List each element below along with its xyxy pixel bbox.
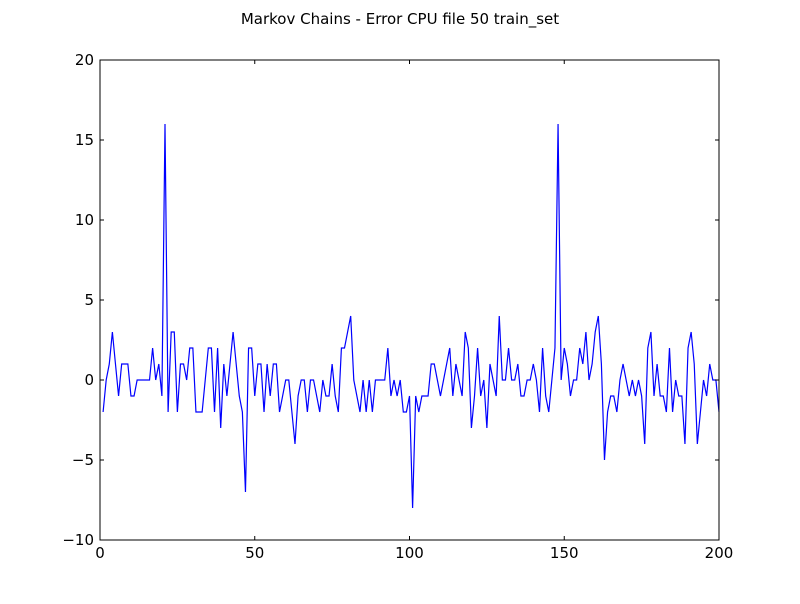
plot-frame — [99, 59, 720, 541]
x-tick-label: 0 — [95, 544, 105, 562]
chart-title: Markov Chains - Error CPU file 50 train_… — [241, 10, 559, 29]
series-line-0 — [102, 123, 720, 509]
x-tick-label: 100 — [395, 544, 424, 562]
x-tick-label: 150 — [550, 544, 579, 562]
x-tick-label: 200 — [705, 544, 734, 562]
y-tick-label: 0 — [84, 371, 94, 389]
plot-area — [102, 123, 720, 509]
y-tick-label: −10 — [62, 531, 94, 549]
y-tick-label: 15 — [75, 131, 94, 149]
y-tick-label: 20 — [75, 51, 94, 69]
y-tick-label: −5 — [72, 451, 94, 469]
y-tick-label: 10 — [75, 211, 94, 229]
axes: 0 50 100 150 200 −10 −5 0 5 10 15 20 — [62, 51, 733, 562]
x-tick-label: 50 — [245, 544, 264, 562]
y-tick-label: 5 — [84, 291, 94, 309]
